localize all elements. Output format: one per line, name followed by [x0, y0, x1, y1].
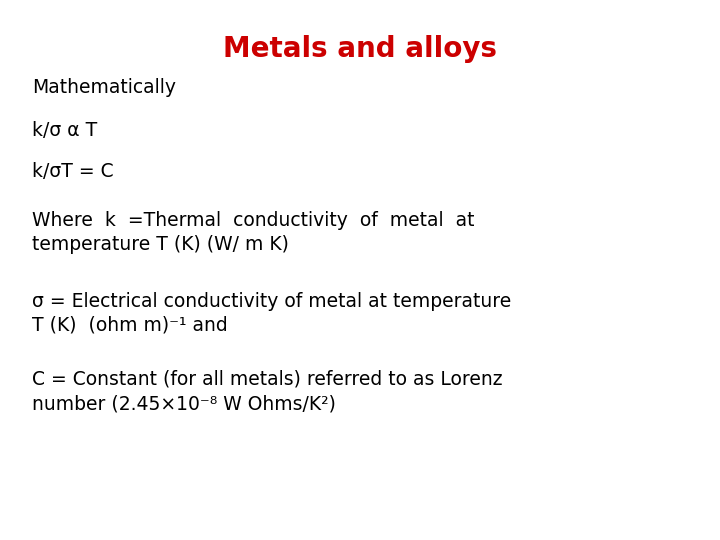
Text: σ = Electrical conductivity of metal at temperature
T (K)  (ohm m)⁻¹ and: σ = Electrical conductivity of metal at …: [32, 292, 512, 335]
Text: Mathematically: Mathematically: [32, 78, 176, 97]
Text: k/σ α T: k/σ α T: [32, 122, 98, 140]
Text: k/σT = C: k/σT = C: [32, 162, 114, 181]
Text: Metals and alloys: Metals and alloys: [223, 35, 497, 63]
Text: Where  k  =Thermal  conductivity  of  metal  at
temperature T (K) (W/ m K): Where k =Thermal conductivity of metal a…: [32, 211, 475, 254]
Text: C = Constant (for all metals) referred to as Lorenz
number (2.45×10⁻⁸ W Ohms/K²): C = Constant (for all metals) referred t…: [32, 370, 503, 413]
